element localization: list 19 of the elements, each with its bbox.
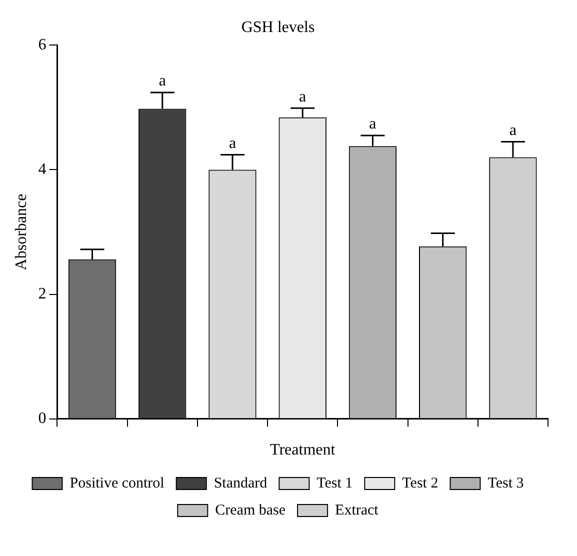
annotation: a xyxy=(299,88,306,106)
annotation: a xyxy=(509,122,516,139)
legend-label: Cream base xyxy=(215,502,286,518)
y-tick-label: 4 xyxy=(38,160,46,178)
legend-label: Test 2 xyxy=(402,475,438,492)
annotation: a xyxy=(228,134,236,152)
legend-label: Test 1 xyxy=(316,475,353,492)
y-axis-title: Absorbance xyxy=(12,194,30,270)
y-tick-label: 2 xyxy=(38,285,46,302)
annotation: a xyxy=(158,72,166,90)
legend-label: Extract xyxy=(335,502,380,518)
chart-title: GSH levels xyxy=(241,18,315,36)
legend-label: Test 3 xyxy=(488,475,524,492)
legend-label: Standard xyxy=(214,475,268,492)
legend-label: Positive control xyxy=(70,475,164,492)
y-tick-label: 6 xyxy=(38,36,46,54)
x-axis-title: Treatment xyxy=(270,442,336,459)
annotation: a xyxy=(369,116,376,133)
y-tick-label: 0 xyxy=(38,410,46,428)
